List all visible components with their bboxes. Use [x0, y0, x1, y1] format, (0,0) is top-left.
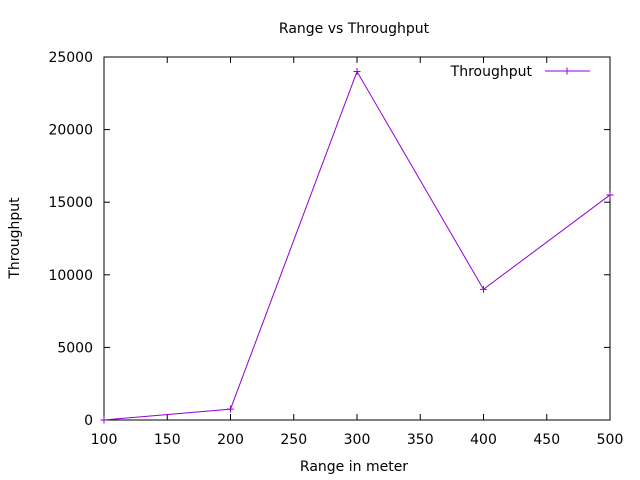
data-point: [606, 191, 614, 199]
data-point: [480, 285, 487, 293]
legend: Throughput: [450, 64, 590, 80]
series-layer: [100, 68, 614, 424]
x-tick-label: 100: [91, 432, 118, 448]
x-tick-label: 300: [344, 432, 371, 448]
y-tick-label: 0: [84, 413, 93, 429]
x-tick-label: 200: [217, 432, 244, 448]
legend-label: Throughput: [450, 64, 533, 80]
y-tick-label: 10000: [48, 268, 93, 284]
chart-title: Range vs Throughput: [279, 21, 430, 37]
y-tick-label: 15000: [48, 195, 93, 211]
x-ticks: 100 150 200 250 300 350 400 450 500: [91, 57, 624, 448]
x-tick-label: 350: [407, 432, 434, 448]
y-tick-label: 25000: [48, 50, 93, 66]
y-ticks: 0 5000 10000 15000 20000 25000: [48, 50, 610, 429]
x-tick-label: 450: [533, 432, 560, 448]
data-point: [353, 68, 361, 76]
x-tick-label: 150: [154, 432, 181, 448]
y-axis-label: Throughput: [7, 197, 23, 280]
plot-frame: [103, 56, 611, 421]
x-tick-label: 250: [280, 432, 307, 448]
data-point: [100, 416, 108, 424]
series-line: [103, 70, 611, 421]
x-tick-label: 500: [597, 432, 624, 448]
y-tick-label: 5000: [57, 340, 93, 356]
legend-marker: [563, 67, 571, 75]
y-tick-label: 20000: [48, 123, 93, 139]
x-axis-label: Range in meter: [300, 459, 408, 475]
data-point: [227, 405, 234, 413]
x-tick-label: 400: [470, 432, 497, 448]
